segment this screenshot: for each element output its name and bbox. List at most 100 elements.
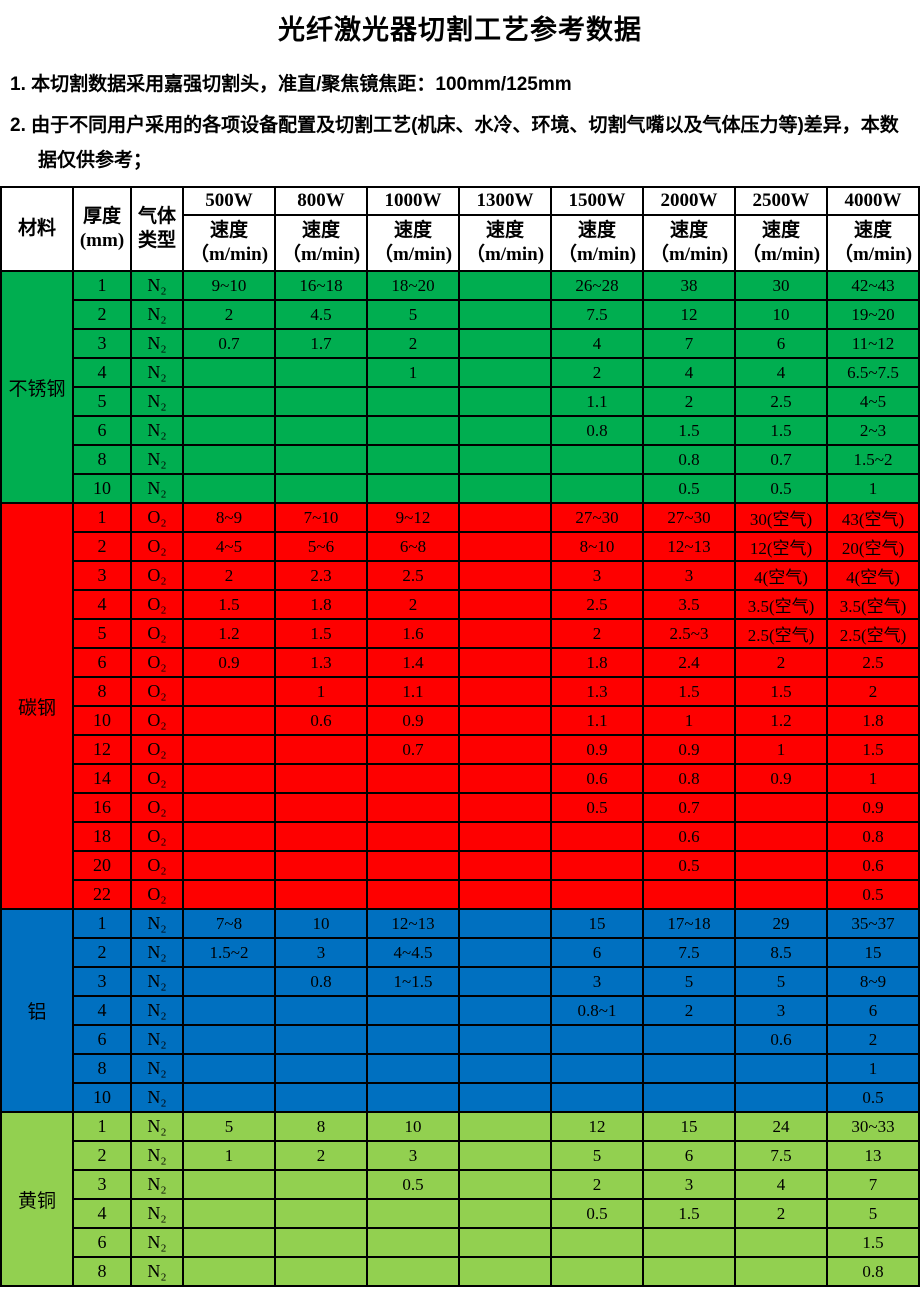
speed-cell xyxy=(458,995,552,1027)
speed-cell xyxy=(274,1053,368,1085)
table-row: 20 O₂ 0.5 0.6 xyxy=(1,850,920,882)
speed-cell: 26~28 xyxy=(550,270,644,302)
speed-cell xyxy=(458,357,552,389)
table-row: 黄铜 1 N₂ 5 8 10 12 15 24 30~33 xyxy=(0,1111,920,1288)
speed-cell: 6 xyxy=(734,328,828,360)
speed-cell xyxy=(458,850,552,882)
gas-cell: N₂ xyxy=(130,1111,184,1143)
speed-cell xyxy=(458,1111,552,1143)
speed-cell: 4~5 xyxy=(826,386,920,418)
thickness-cell: 1 xyxy=(72,502,132,534)
speed-cell xyxy=(458,1198,552,1230)
gas-cell: N₂ xyxy=(130,1082,184,1114)
gas-cell: N₂ xyxy=(130,1256,184,1288)
gas-cell: N₂ xyxy=(130,908,184,940)
speed-cell: 1 xyxy=(642,705,736,737)
speed-cell: 4~5 xyxy=(182,531,276,563)
gas-cell: O₂ xyxy=(130,850,184,882)
thickness-cell: 10 xyxy=(72,705,132,737)
speed-cell xyxy=(366,995,460,1027)
gas-cell: N₂ xyxy=(130,444,184,476)
speed-cell xyxy=(458,531,552,563)
speed-cell: 1.1 xyxy=(550,386,644,418)
speed-cell: 30 xyxy=(734,270,828,302)
header-power-1500w: 1500W xyxy=(550,186,644,217)
speed-cell xyxy=(458,1169,552,1201)
table-row: 12 O₂ 0.7 0.9 0.9 1 1.5 xyxy=(1,734,920,766)
speed-cell: 1.2 xyxy=(182,618,276,650)
speed-cell: 1.5 xyxy=(826,734,920,766)
speed-cell: 1.2 xyxy=(734,705,828,737)
thickness-cell: 1 xyxy=(72,270,132,302)
gas-cell: O₂ xyxy=(130,792,184,824)
speed-cell xyxy=(642,1053,736,1085)
speed-cell: 0.8 xyxy=(550,415,644,447)
speed-cell: 9~10 xyxy=(182,270,276,302)
gas-cell: N₂ xyxy=(130,270,184,302)
speed-cell: 2.5 xyxy=(826,647,920,679)
speed-cell xyxy=(274,1169,368,1201)
speed-cell xyxy=(274,444,368,476)
thickness-cell: 2 xyxy=(72,937,132,969)
speed-cell: 0.9 xyxy=(826,792,920,824)
speed-cell xyxy=(550,1227,644,1259)
speed-cell: 1.8 xyxy=(826,705,920,737)
thickness-cell: 6 xyxy=(72,647,132,679)
material-cell: 碳钢 xyxy=(0,502,74,911)
speed-cell: 19~20 xyxy=(826,299,920,331)
header-power-2000w: 2000W xyxy=(642,186,736,217)
table-row: 3 N₂ 0.8 1~1.5 3 5 5 8~9 xyxy=(1,966,920,998)
speed-cell xyxy=(274,357,368,389)
speed-cell xyxy=(458,705,552,737)
speed-cell: 30(空气) xyxy=(734,502,828,534)
thickness-cell: 1 xyxy=(72,908,132,940)
speed-cell xyxy=(274,763,368,795)
gas-cell: N₂ xyxy=(130,386,184,418)
speed-cell: 3 xyxy=(274,937,368,969)
gas-cell: O₂ xyxy=(130,502,184,534)
speed-cell xyxy=(274,821,368,853)
speed-cell: 15 xyxy=(550,908,644,940)
speed-cell xyxy=(366,444,460,476)
thickness-cell: 5 xyxy=(72,618,132,650)
gas-cell: N₂ xyxy=(130,328,184,360)
header-speed-label: 速度 （m/min) xyxy=(182,214,276,273)
cutting-data-table: 材料 厚度 (mm) 气体 类型 500W 800W 1000W 1300W 1500W 200… xyxy=(0,186,920,1288)
table-row: 8 N₂ 0.8 0.7 1.5~2 xyxy=(1,444,920,476)
speed-cell: 8.5 xyxy=(734,937,828,969)
speed-cell: 0.8 xyxy=(274,966,368,998)
speed-cell: 2 xyxy=(366,328,460,360)
table-row: 5 N₂ 1.1 2 2.5 4~5 xyxy=(1,386,920,418)
speed-cell: 2.5 xyxy=(734,386,828,418)
table-row: 8 O₂ 1 1.1 1.3 1.5 1.5 2 xyxy=(1,676,920,708)
speed-cell: 1.7 xyxy=(274,328,368,360)
thickness-cell: 3 xyxy=(72,560,132,592)
table-row: 10 O₂ 0.6 0.9 1.1 1 1.2 1.8 xyxy=(1,705,920,737)
speed-cell xyxy=(458,763,552,795)
header-speed-label: 速度 （m/min) xyxy=(734,214,828,273)
header-row-powers: 材料 厚度 (mm) 气体 类型 500W 800W 1000W 1300W 1500W 200… xyxy=(0,186,920,273)
thickness-cell: 6 xyxy=(72,415,132,447)
speed-cell: 1.3 xyxy=(274,647,368,679)
speed-cell: 20(空气) xyxy=(826,531,920,563)
speed-cell xyxy=(734,1256,828,1288)
speed-cell: 0.7 xyxy=(734,444,828,476)
gas-cell: N₂ xyxy=(130,1169,184,1201)
speed-cell: 7.5 xyxy=(550,299,644,331)
gas-cell: O₂ xyxy=(130,705,184,737)
table-row: 16 O₂ 0.5 0.7 0.9 xyxy=(1,792,920,824)
speed-cell xyxy=(182,966,276,998)
speed-cell: 1.5 xyxy=(642,676,736,708)
table-row: 4 O₂ 1.5 1.8 2 2.5 3.5 3.5(空气) 3.5(空气) xyxy=(1,589,920,621)
speed-cell: 42~43 xyxy=(826,270,920,302)
thickness-cell: 2 xyxy=(72,1140,132,1172)
speed-cell xyxy=(550,821,644,853)
speed-cell xyxy=(458,270,552,302)
speed-cell xyxy=(550,473,644,505)
note-2: 2. 由于不同用户采用的各项设备配置及切割工艺(机床、水冷、环境、切割气嘴以及气… xyxy=(10,115,899,172)
table-row: 4 N₂ 0.8~1 2 3 6 xyxy=(1,995,920,1027)
thickness-cell: 22 xyxy=(72,879,132,911)
table-row: 14 O₂ 0.6 0.8 0.9 1 xyxy=(1,763,920,795)
speed-cell xyxy=(458,908,552,940)
material-cell: 不锈钢 xyxy=(0,270,74,505)
